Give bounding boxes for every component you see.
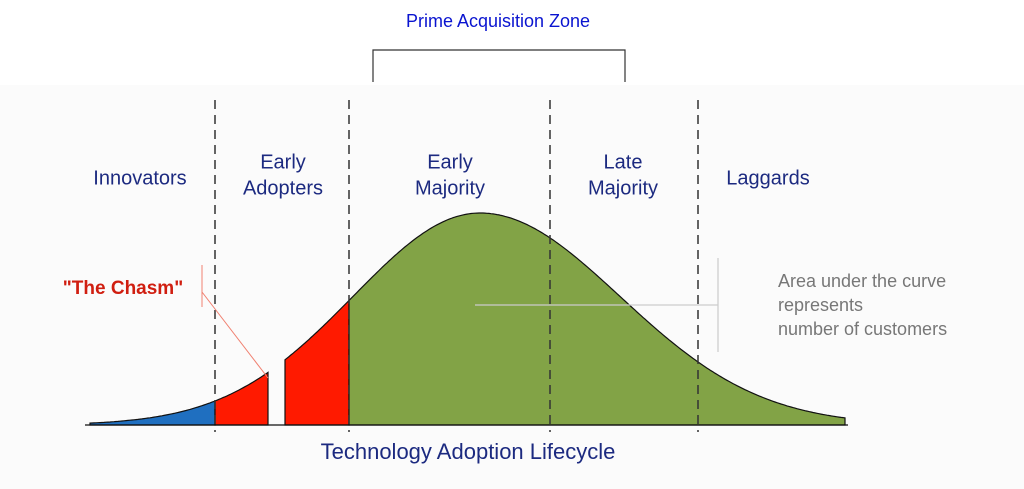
caption: Technology Adoption Lifecycle: [321, 439, 616, 464]
segment-label: Majority: [588, 177, 658, 199]
segment-label: Late: [604, 151, 643, 173]
labels: Innovators Early Adopters Early Majority Late…: [63, 151, 947, 464]
segment-label: Adopters: [243, 177, 323, 199]
zone-title: Prime Acquisition Zone: [406, 11, 590, 31]
curve-group: [85, 100, 848, 432]
annotation-text: Area under the curve: [778, 271, 946, 291]
innovators-area: [89, 400, 216, 426]
majority-area: [348, 212, 846, 426]
chasm-label: "The Chasm": [63, 278, 183, 299]
early-adopters-area: [214, 371, 269, 426]
early-adopters-area: [284, 299, 350, 426]
annotation-text: number of customers: [778, 319, 947, 339]
annotation-text: represents: [778, 295, 863, 315]
segment-label: Innovators: [93, 167, 186, 189]
segment-label: Majority: [415, 177, 485, 199]
segment-label: Early: [427, 151, 473, 173]
segment-label: Early: [260, 151, 306, 173]
chasm-pointer: [201, 291, 269, 379]
segment-label: Laggards: [726, 167, 809, 189]
zone-bracket: [372, 49, 626, 82]
